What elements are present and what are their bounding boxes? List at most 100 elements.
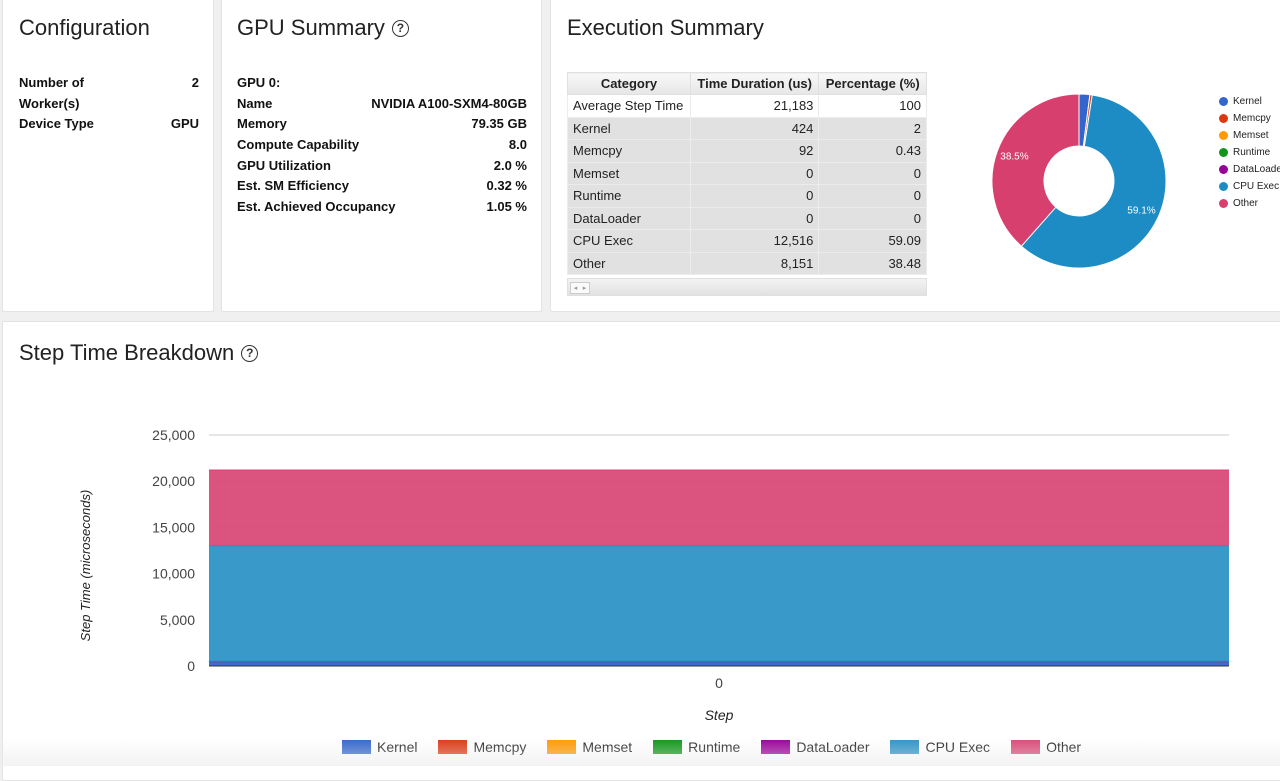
- config-value-workers: 2: [191, 75, 199, 90]
- y-tick-label: 15,000: [152, 519, 195, 535]
- x-axis-title: Step: [705, 707, 734, 723]
- gpu-row: GPU Utilization 2.0 %: [237, 156, 527, 177]
- pie-legend-item-kernel[interactable]: Kernel: [1219, 93, 1280, 110]
- gpu-row: Est. Achieved Occupancy 1.05 %: [237, 197, 527, 218]
- pie-legend: Kernel Memcpy Memset Runtime DataLoader …: [1219, 93, 1280, 212]
- legend-item-memcpy[interactable]: Memcpy: [438, 739, 526, 755]
- step-time-help-icon[interactable]: ?: [241, 344, 259, 362]
- y-axis-title: Step Time (microseconds): [78, 490, 93, 642]
- gpu-key: Est. SM Efficiency: [237, 178, 349, 194]
- legend-swatch: [342, 740, 371, 754]
- x-tick-label: 0: [715, 675, 723, 691]
- gpu-value: 1.05 %: [486, 199, 527, 215]
- column-header-duration[interactable]: Time Duration (us): [689, 72, 820, 95]
- gpu-key: GPU 0:: [237, 75, 281, 90]
- gpu-value: 8.0: [508, 137, 527, 153]
- execution-summary-card: Execution Summary Category Time Duration…: [550, 0, 1280, 312]
- area-other[interactable]: [209, 470, 1229, 546]
- legend-label: Runtime: [1233, 147, 1271, 158]
- table-row[interactable]: Average Step Time 21,183 100: [567, 94, 927, 118]
- table-row[interactable]: Memset 0 0: [567, 161, 927, 185]
- pie-slice-label: 59.1%: [1127, 205, 1155, 216]
- legend-label: CPU Exec: [925, 739, 991, 755]
- cell-duration: 0: [689, 206, 820, 230]
- prev-page-icon[interactable]: ◂: [573, 285, 578, 292]
- column-header-category[interactable]: Category: [567, 72, 691, 95]
- pie-legend-item-other[interactable]: Other: [1219, 195, 1280, 212]
- cell-percentage: 0: [818, 161, 927, 185]
- gpu-value: NVIDIA A100-SXM4-80GB: [371, 95, 527, 111]
- legend-label: Memset: [582, 739, 633, 755]
- pie-legend-item-memset[interactable]: Memset: [1219, 127, 1280, 144]
- table-row[interactable]: DataLoader 0 0: [567, 206, 927, 230]
- pie-legend-item-runtime[interactable]: Runtime: [1219, 144, 1280, 161]
- pie-legend-item-cpu-exec[interactable]: CPU Exec: [1219, 178, 1280, 195]
- cell-percentage: 38.48: [818, 251, 927, 275]
- table-row[interactable]: Other 8,151 38.48: [567, 251, 927, 275]
- legend-dot: [1219, 182, 1228, 191]
- gpu-row: GPU 0:: [237, 73, 527, 94]
- step-time-legend: Kernel Memcpy Memset Runtime DataLoader …: [342, 739, 1102, 755]
- pie-slice-cpu-exec[interactable]: [1020, 94, 1167, 269]
- table-header-row: Category Time Duration (us) Percentage (…: [567, 72, 927, 95]
- gpu-key: Name: [237, 95, 273, 111]
- table-row[interactable]: Memcpy 92 0.43: [567, 139, 927, 163]
- cell-percentage: 2: [818, 116, 927, 140]
- table-row[interactable]: CPU Exec 12,516 59.09: [567, 229, 927, 253]
- legend-dot: [1219, 114, 1228, 123]
- gpu-key: Compute Capability: [237, 137, 360, 153]
- y-tick-label: 5,000: [160, 612, 195, 628]
- pie-legend-item-memcpy[interactable]: Memcpy: [1219, 110, 1280, 127]
- legend-swatch: [1011, 740, 1041, 754]
- area-kernel[interactable]: [209, 662, 1229, 666]
- legend-item-other[interactable]: Other: [1011, 739, 1081, 755]
- legend-dot: [1219, 131, 1228, 140]
- legend-dot: [1219, 165, 1228, 174]
- config-key-workers: Number of: [19, 75, 84, 90]
- legend-dot: [1219, 199, 1228, 208]
- gpu-value: 79.35 GB: [471, 116, 527, 132]
- legend-label: Memcpy: [473, 739, 527, 755]
- config-row-workers: Number of 2: [19, 73, 199, 94]
- cell-duration: 0: [689, 161, 820, 185]
- table-page-nav[interactable]: ◂ ▸: [570, 282, 590, 294]
- legend-item-kernel[interactable]: Kernel: [342, 739, 417, 755]
- gpu-row: Name NVIDIA A100-SXM4-80GB: [237, 94, 527, 115]
- gpu-summary-title: GPU Summary ?: [237, 15, 409, 41]
- gpu-key: GPU Utilization: [237, 157, 331, 173]
- cell-category: Average Step Time: [567, 94, 691, 118]
- cell-category: Kernel: [567, 116, 691, 140]
- legend-label: DataLoader: [796, 739, 870, 755]
- table-row[interactable]: Kernel 424 2: [567, 116, 927, 140]
- gpu-summary-help-icon[interactable]: ?: [391, 19, 409, 37]
- pie-slice-other[interactable]: [991, 93, 1080, 247]
- table-row[interactable]: Runtime 0 0: [567, 184, 927, 208]
- pie-legend-item-dataloader[interactable]: DataLoader: [1219, 161, 1280, 178]
- legend-swatch: [438, 740, 468, 754]
- gpu-key: Est. Achieved Occupancy: [237, 199, 396, 215]
- column-header-percentage[interactable]: Percentage (%): [818, 72, 927, 95]
- legend-item-cpu-exec[interactable]: CPU Exec: [890, 739, 990, 755]
- cell-duration: 8,151: [689, 251, 820, 275]
- legend-item-dataloader[interactable]: DataLoader: [761, 739, 869, 755]
- gpu-row: Memory 79.35 GB: [237, 114, 527, 135]
- legend-item-runtime[interactable]: Runtime: [653, 739, 740, 755]
- cell-category: DataLoader: [567, 206, 691, 230]
- legend-item-memset[interactable]: Memset: [547, 739, 632, 755]
- legend-dot: [1219, 97, 1228, 106]
- legend-label: Memcpy: [1233, 113, 1271, 124]
- area-cpu-exec[interactable]: [209, 545, 1229, 662]
- cell-duration: 424: [689, 116, 820, 140]
- configuration-title-text: Configuration: [19, 15, 150, 40]
- table-pagination-bar: ◂ ▸: [567, 278, 927, 296]
- legend-label: DataLoader: [1233, 164, 1280, 175]
- legend-swatch: [761, 740, 791, 754]
- cell-duration: 12,516: [689, 229, 820, 253]
- next-page-icon[interactable]: ▸: [582, 285, 587, 292]
- cell-duration: 92: [689, 139, 820, 163]
- y-tick-label: 0: [187, 658, 195, 674]
- cell-category: Memcpy: [567, 139, 691, 163]
- gpu-key: Memory: [237, 116, 287, 132]
- gpu-value: 2.0 %: [493, 157, 527, 173]
